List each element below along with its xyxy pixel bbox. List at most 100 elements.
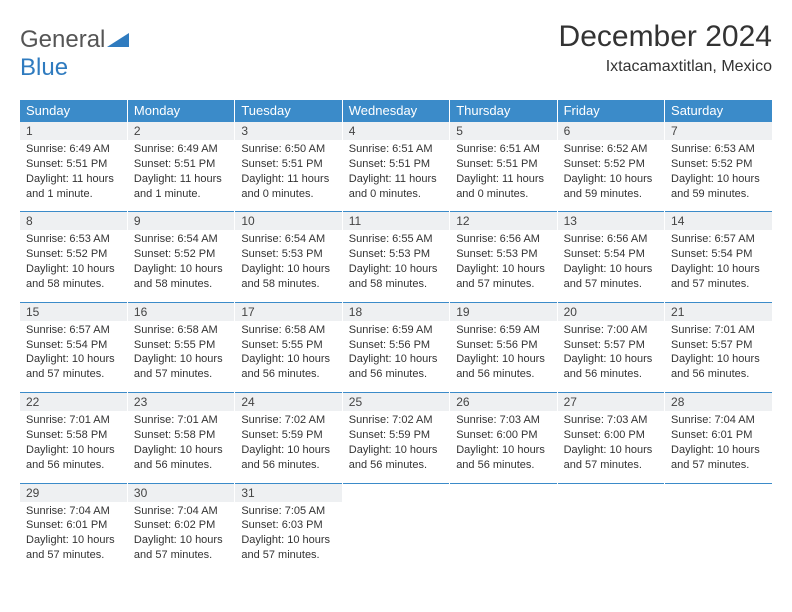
day-number-cell: 8 [20,212,127,231]
day-number-cell: 28 [665,393,772,412]
sunrise-line: Sunrise: 7:03 AM [564,413,658,428]
day-content-cell: Sunrise: 7:04 AMSunset: 6:02 PMDaylight:… [127,502,234,573]
day-number-cell [342,483,449,502]
sunrise-line: Sunrise: 6:51 AM [349,142,443,157]
daylight-line: Daylight: 10 hours and 56 minutes. [349,352,443,382]
daylight-line: Daylight: 11 hours and 0 minutes. [241,172,335,202]
day-content-cell [665,502,772,573]
day-content-cell: Sunrise: 6:59 AMSunset: 5:56 PMDaylight:… [450,321,557,393]
daylight-line: Daylight: 10 hours and 59 minutes. [671,172,766,202]
content-row: Sunrise: 7:01 AM Sunset: 5:58 PM Daylight:… [20,411,772,483]
daylight-line: Daylight: 10 hours and 56 minutes. [26,443,121,473]
title-block: December 2024 Ixtacamaxtitlan, Mexico [559,20,772,76]
day-content-cell: Sunrise: 7:01 AMSunset: 5:57 PMDaylight:… [665,321,772,393]
sunrise-line: Sunrise: 7:00 AM [564,323,658,338]
sunrise-line: Sunrise: 6:49 AM [26,142,121,157]
daylight-line: Daylight: 10 hours and 56 minutes. [564,352,658,382]
day-number-cell: 18 [342,302,449,321]
sunrise-line: Sunrise: 6:58 AM [134,323,228,338]
day-number-cell: 23 [127,393,234,412]
sunrise-line: Sunrise: 6:57 AM [26,323,121,338]
daylight-line: Daylight: 11 hours and 0 minutes. [349,172,443,202]
daylight-line: Daylight: 10 hours and 57 minutes. [134,352,228,382]
brand-part1: General [20,26,105,53]
day-content-cell: Sunrise: 6:52 AMSunset: 5:52 PMDaylight:… [557,140,664,212]
sunrise-line: Sunrise: 6:52 AM [564,142,658,157]
day-number-cell: 5 [450,122,557,141]
sunset-line: Sunset: 5:52 PM [564,157,658,172]
daylight-line: Daylight: 10 hours and 58 minutes. [241,262,335,292]
day-content-cell: Sunrise: 7:01 AMSunset: 5:58 PMDaylight:… [20,411,127,483]
content-row: Sunrise: 7:04 AMSunset: 6:01 PMDaylight:… [20,502,772,573]
daylight-line: Daylight: 10 hours and 57 minutes. [564,262,658,292]
sunset-line: Sunset: 5:52 PM [134,247,228,262]
sunset-line: Sunset: 5:53 PM [349,247,443,262]
sunset-line: Sunset: 5:57 PM [671,338,766,353]
daylight-line: Daylight: 10 hours and 57 minutes. [456,262,550,292]
daylight-line: Daylight: 10 hours and 57 minutes. [564,443,658,473]
sunset-line: Sunset: 5:54 PM [26,338,121,353]
daylight-line: Daylight: 10 hours and 56 minutes. [349,443,443,473]
sunset-line: Sunset: 5:54 PM [564,247,658,262]
day-number-cell: 4 [342,122,449,141]
sunrise-line: Sunrise: 6:50 AM [241,142,335,157]
day-content-cell: Sunrise: 6:54 AMSunset: 5:52 PMDaylight:… [127,230,234,302]
dow-thursday: Thursday [450,100,557,122]
sunset-line: Sunset: 5:58 PM [134,428,228,443]
sunrise-line: Sunrise: 7:04 AM [134,504,228,519]
sunrise-line: Sunrise: 6:56 AM [456,232,550,247]
daylight-line: Daylight: 10 hours and 56 minutes. [456,443,550,473]
day-content-cell [557,502,664,573]
sunrise-line: Sunrise: 6:59 AM [456,323,550,338]
day-content-cell: Sunrise: 6:56 AMSunset: 5:54 PMDaylight:… [557,230,664,302]
daylight-line: Daylight: 10 hours and 58 minutes. [134,262,228,292]
sunrise-line: Sunrise: 6:49 AM [134,142,228,157]
daylight-line: Daylight: 11 hours and 0 minutes. [456,172,550,202]
day-number-cell: 19 [450,302,557,321]
content-row: Sunrise: 6:57 AMSunset: 5:54 PM Daylight:… [20,321,772,393]
dow-tuesday: Tuesday [235,100,342,122]
day-number-cell: 3 [235,122,342,141]
day-number-cell: 15 [20,302,127,321]
daylight-line: Daylight: 11 hours and 1 minute. [134,172,228,202]
sunrise-line: Sunrise: 7:01 AM [671,323,766,338]
day-content-cell: Sunrise: 7:04 AMSunset: 6:01 PMDaylight:… [665,411,772,483]
day-number-cell: 11 [342,212,449,231]
day-number-cell: 17 [235,302,342,321]
day-content-cell: Sunrise: 6:57 AMSunset: 5:54 PMDaylight:… [665,230,772,302]
sunset-line: Sunset: 5:52 PM [671,157,766,172]
day-content-cell [342,502,449,573]
day-number-cell: 31 [235,483,342,502]
daynum-row: 1234567 [20,122,772,141]
day-content-cell [450,502,557,573]
content-row: Sunrise: 6:53 AMSunset: 5:52 PMDaylight:… [20,230,772,302]
month-title: December 2024 [559,20,772,54]
day-number-cell: 2 [127,122,234,141]
day-content-cell: Sunrise: 7:05 AMSunset: 6:03 PMDaylight:… [235,502,342,573]
sunset-line: Sunset: 5:59 PM [349,428,443,443]
day-number-cell: 22 [20,393,127,412]
day-number-cell [665,483,772,502]
sunset-line: Sunset: 5:51 PM [349,157,443,172]
sunset-line: Sunset: 5:51 PM [134,157,228,172]
dow-monday: Monday [127,100,234,122]
day-number-cell: 7 [665,122,772,141]
day-number-cell: 24 [235,393,342,412]
daylight-line: Daylight: 10 hours and 56 minutes. [241,443,335,473]
sunset-line: Sunset: 6:00 PM [564,428,658,443]
sunrise-line: Sunrise: 6:54 AM [241,232,335,247]
sunrise-line: Sunrise: 7:01 AM [26,413,121,428]
brand-triangle-icon [107,33,129,47]
sunset-line: Sunset: 5:56 PM [349,338,443,353]
daylight-line: Daylight: 10 hours and 56 minutes. [241,352,335,382]
sunrise-line: Sunrise: 6:55 AM [349,232,443,247]
day-number-cell [450,483,557,502]
daylight-line: Daylight: 11 hours and 1 minute. [26,172,121,202]
content-row: Sunrise: 6:49 AMSunset: 5:51 PMDaylight:… [20,140,772,212]
day-number-cell: 26 [450,393,557,412]
sunset-line: Sunset: 6:03 PM [241,518,335,533]
sunset-line: Sunset: 5:51 PM [241,157,335,172]
day-content-cell: Sunrise: 6:53 AMSunset: 5:52 PMDaylight:… [665,140,772,212]
day-content-cell: Sunrise: 6:54 AMSunset: 5:53 PMDaylight:… [235,230,342,302]
sunset-line: Sunset: 6:01 PM [671,428,766,443]
